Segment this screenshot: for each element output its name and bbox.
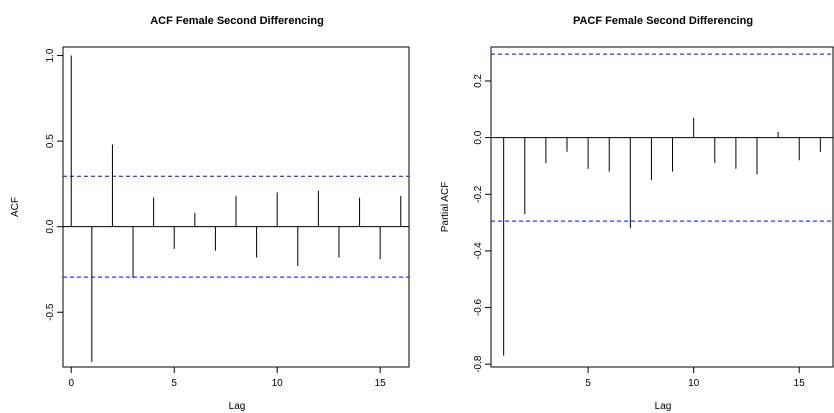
pacf-y-tick-label: -0.4 [473,242,484,260]
acf-title: ACF Female Second Differencing [150,15,324,27]
pacf-title: PACF Female Second Differencing [573,15,753,27]
acf-x-tick-label: 5 [171,378,177,389]
pacf-x-tick-label: 15 [794,378,806,389]
acf-y-axis-label: ACF [10,197,21,217]
acf-x-tick-label: 10 [272,378,284,389]
acf-panel: ACF Female Second Differencing 0 5 10 15 -0… [10,15,410,412]
pacf-x-tick-label: 5 [585,378,591,389]
pacf-y-axis-label: Partial ACF [440,182,451,233]
acf-x-tick-label: 0 [68,378,74,389]
pacf-y-tick-label: 0.0 [473,130,484,144]
pacf-y-tick-label: -0.8 [473,355,484,373]
pacf-plot-frame [490,46,834,368]
acf-y-tick-label: 1.0 [45,48,56,62]
acf-x-axis-label: Lag [229,401,246,412]
acf-y-tick-label: -0.5 [45,303,56,321]
acf-plot-frame [62,46,410,368]
pacf-y-tick-label: -0.2 [473,185,484,203]
pacf-x-axis-label: Lag [655,401,672,412]
acf-y-tick-label: 0.5 [45,134,56,148]
acf-y-tick-label: 0.0 [45,219,56,233]
acf-x-tick-label: 15 [375,378,387,389]
pacf-x-tick-label: 10 [688,378,700,389]
pacf-y-tick-label: 0.2 [473,74,484,88]
pacf-y-tick-label: -0.6 [473,298,484,316]
pacf-panel: PACF Female Second Differencing 5 10 15 -0… [440,15,834,412]
